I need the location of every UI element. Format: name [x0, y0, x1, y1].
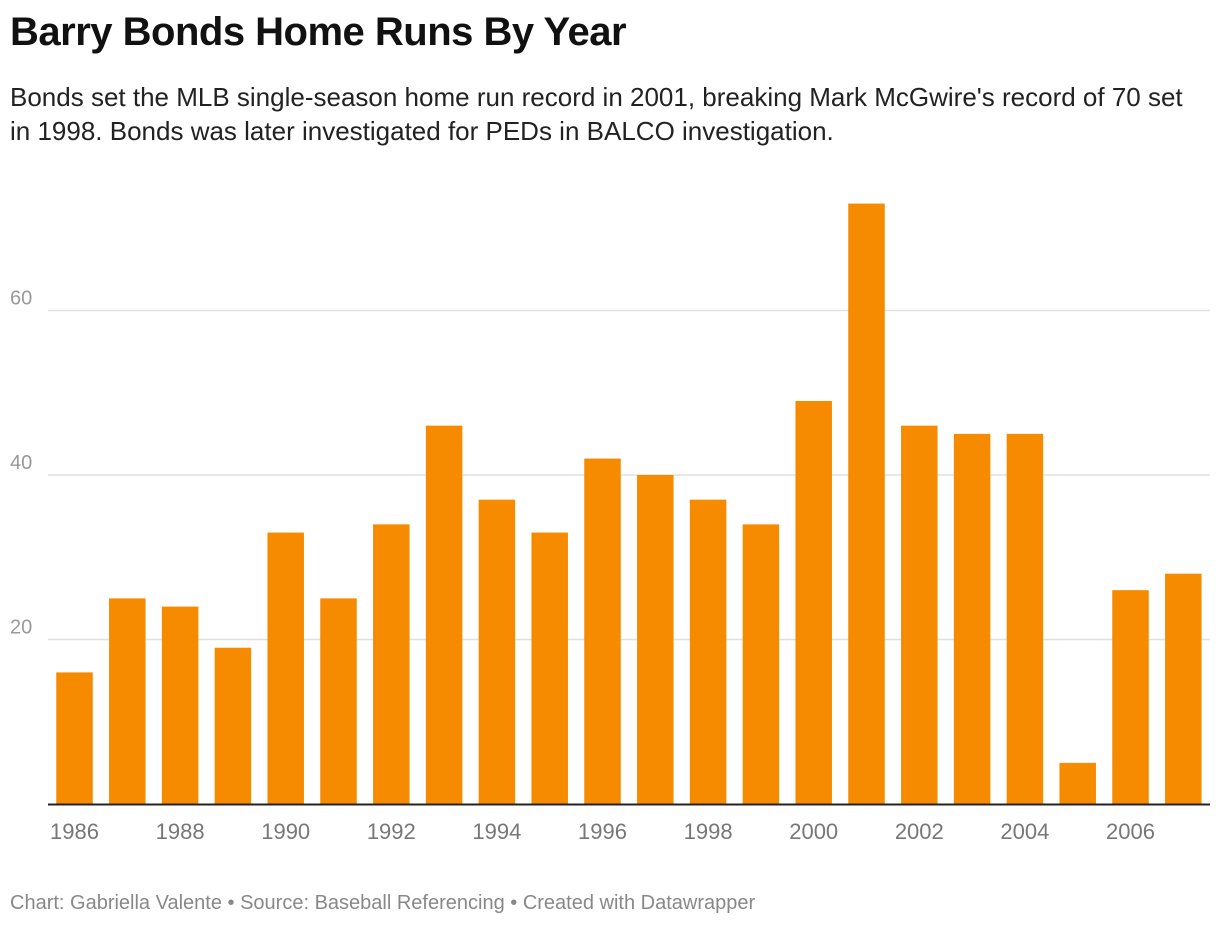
bar-1989 — [214, 647, 252, 804]
x-tick-label: 1990 — [261, 819, 310, 844]
bar-2004 — [1006, 433, 1044, 804]
bar-1991 — [320, 598, 357, 804]
bar-1995 — [531, 532, 568, 804]
created-with-label: Created with Datawrapper — [522, 892, 756, 914]
bar-1990 — [267, 532, 304, 804]
chart-subtitle: Bonds set the MLB single-season home run… — [10, 82, 1183, 146]
bar-2000 — [795, 400, 832, 804]
footer-separator: • — [504, 892, 523, 914]
bar-1997 — [637, 475, 674, 804]
bar-2003 — [953, 433, 991, 804]
chart-credit: Chart: Gabriella Valente — [10, 892, 222, 914]
x-tick-label: 2006 — [1106, 819, 1155, 844]
bar-2001 — [848, 203, 885, 804]
bar-1994 — [478, 499, 516, 804]
bar-1993 — [425, 425, 463, 804]
bar-2007 — [1165, 573, 1202, 804]
bar-2006 — [1112, 590, 1149, 804]
x-tick-label: 2002 — [895, 819, 944, 844]
x-tick-label: 2000 — [789, 819, 838, 844]
footer-separator: • — [221, 892, 241, 914]
x-tick-label: 1996 — [578, 819, 627, 844]
chart-title: Barry Bonds Home Runs By Year — [10, 10, 627, 54]
bar-1999 — [742, 524, 780, 804]
bar-1996 — [584, 458, 621, 804]
x-tick-label: 1992 — [367, 819, 416, 844]
x-tick-label: 1998 — [684, 819, 733, 844]
x-tick-label: 1986 — [50, 819, 99, 844]
bar-1987 — [109, 598, 146, 804]
bar-1988 — [161, 606, 199, 804]
bar-2005 — [1059, 762, 1096, 804]
bar-1986 — [56, 672, 93, 804]
bar-1998 — [689, 499, 727, 804]
x-tick-label: 1994 — [472, 819, 521, 844]
bar-2002 — [901, 425, 938, 804]
source-label: Source: Baseball Referencing — [240, 892, 505, 914]
x-tick-label: 1988 — [156, 819, 205, 844]
y-tick-label: 60 — [10, 288, 32, 310]
y-tick-label: 40 — [10, 452, 32, 474]
x-tick-label: 2004 — [1000, 819, 1049, 844]
bar-chart: 20 40 60 1986 1988 1990 1992 1994 1996 1998 2000 20… — [10, 203, 1210, 844]
y-tick-label: 20 — [10, 617, 32, 639]
bar-1992 — [373, 524, 410, 804]
chart-footer: Chart: Gabriella Valente • Source: Baseb… — [10, 892, 755, 915]
